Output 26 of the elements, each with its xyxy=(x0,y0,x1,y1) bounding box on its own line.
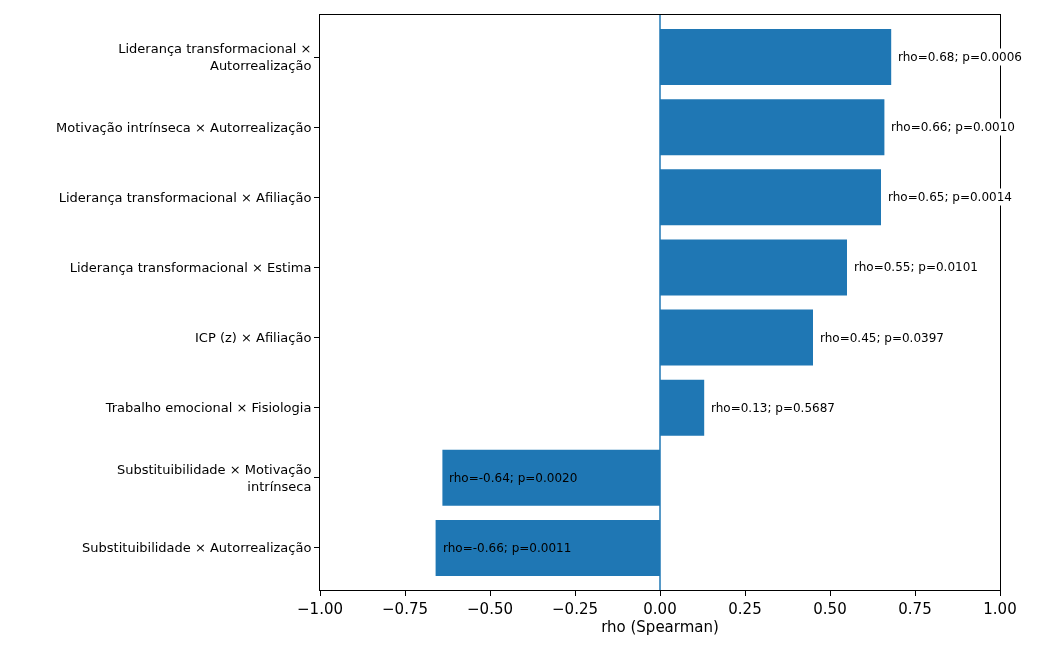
x-tick-label: 0.75 xyxy=(898,600,932,618)
y-tick-label: Substituibilidade × Autorrealização xyxy=(82,540,312,556)
x-axis-title: rho (Spearman) xyxy=(601,618,719,636)
data-label: rho=0.68; p=0.0006 xyxy=(898,50,1022,64)
data-label: rho=0.45; p=0.0397 xyxy=(820,331,944,345)
x-tick-label: 0.50 xyxy=(813,600,847,618)
y-tick-label: Liderança transformacional × Estima xyxy=(69,259,312,275)
data-label: rho=-0.66; p=0.0011 xyxy=(443,541,572,555)
y-tick-label: ICP (z) × Afiliação xyxy=(195,330,312,346)
data-label: rho=-0.64; p=0.0020 xyxy=(449,471,578,485)
x-tick-label: −0.50 xyxy=(467,600,513,618)
x-tick-label: −0.25 xyxy=(552,600,598,618)
y-tick-label: Motivação intrínseca × Autorrealização xyxy=(56,119,312,135)
data-label: rho=0.55; p=0.0101 xyxy=(854,260,978,274)
x-tick-label: 1.00 xyxy=(983,600,1017,618)
y-tick-label: Liderança transformacional × Autorrealização xyxy=(118,41,312,74)
y-tick-label: Liderança transformacional × Afiliação xyxy=(58,189,312,205)
x-tick-label: −1.00 xyxy=(297,600,343,618)
x-tick-label: 0.25 xyxy=(728,600,762,618)
y-tick-label: Substituibilidade × Motivação intrínseca xyxy=(116,461,312,494)
x-tick-label: 0.00 xyxy=(643,600,677,618)
y-tick-label: Trabalho emocional × Fisiologia xyxy=(104,400,312,416)
data-label: rho=0.65; p=0.0014 xyxy=(888,190,1012,204)
x-tick-label: −0.75 xyxy=(382,600,428,618)
data-label: rho=0.13; p=0.5687 xyxy=(711,401,835,415)
data-label: rho=0.66; p=0.0010 xyxy=(891,120,1015,134)
